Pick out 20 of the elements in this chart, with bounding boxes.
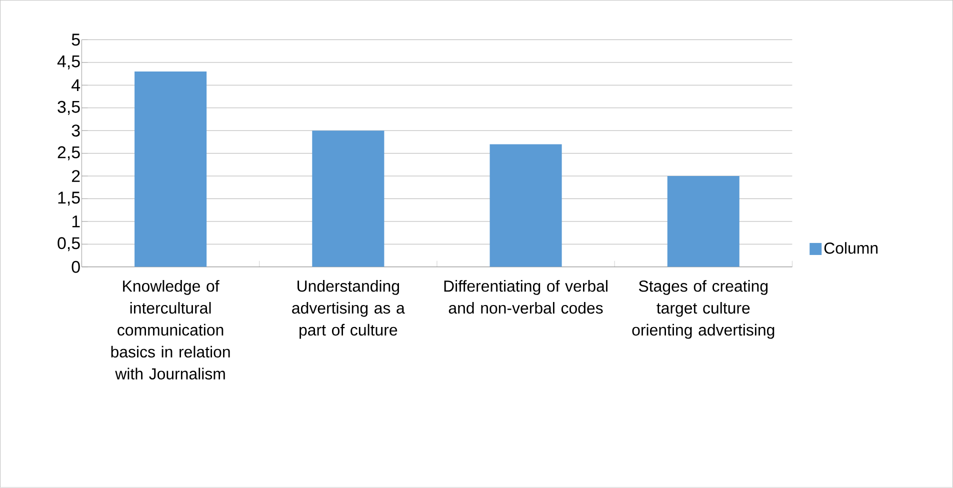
y-tick-label: 0,5: [58, 237, 80, 252]
y-tick-label: 1,5: [58, 192, 80, 206]
y-tick-label: 3,5: [58, 101, 80, 116]
y-tick-label: 3: [72, 124, 80, 137]
bar: [667, 176, 740, 268]
bar: [312, 130, 384, 268]
y-tick-label: 0: [72, 261, 80, 274]
bar: [134, 72, 207, 268]
x-tick-label: Stages of creating target culture orienting advertising: [632, 280, 774, 339]
bar: [490, 144, 562, 268]
x-tick-label: Understanding advertising as a part of culture: [292, 280, 405, 339]
legend-label: Column: [824, 242, 878, 254]
y-tick-label: 4,5: [57, 56, 80, 70]
y-tick-label: 2,5: [58, 146, 80, 160]
y-tick-label: 4: [72, 79, 80, 92]
y-tick-label: 5: [72, 34, 80, 46]
y-tick-label: 2: [72, 170, 80, 182]
x-tick-label: Knowledge of intercultural communication basics in relation with Journalism: [111, 280, 230, 380]
x-tick-label: Differentiating of verbal and non-verbal codes: [444, 280, 608, 314]
y-tick-label: 1: [72, 216, 80, 228]
